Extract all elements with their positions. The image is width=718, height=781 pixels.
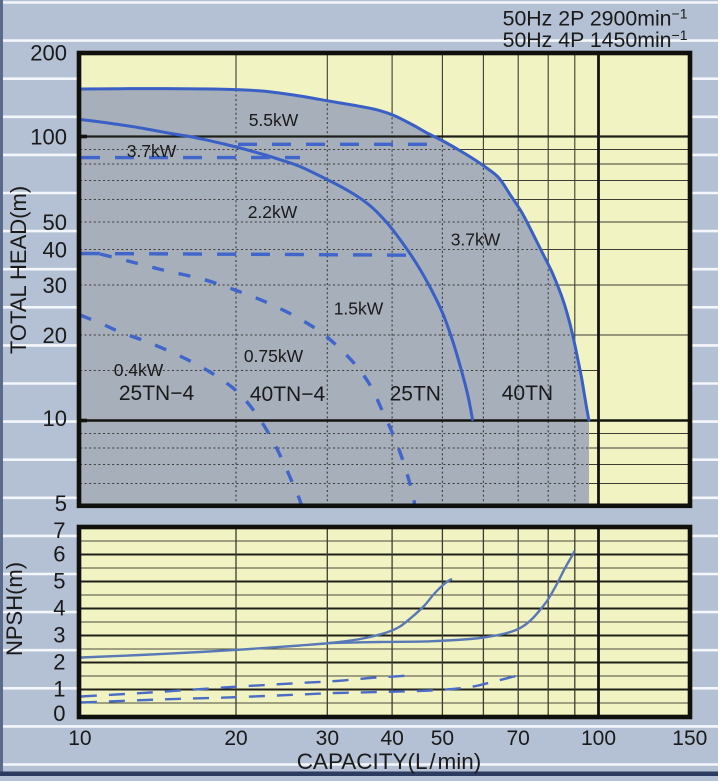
svg-text:40TN: 40TN	[502, 382, 553, 405]
svg-text:50: 50	[43, 210, 67, 235]
svg-text:NPSH(m): NPSH(m)	[2, 562, 27, 656]
svg-text:3.7kW: 3.7kW	[127, 141, 177, 161]
svg-text:2.2kW: 2.2kW	[248, 202, 298, 222]
svg-text:100: 100	[581, 727, 616, 750]
svg-text:0: 0	[53, 701, 65, 726]
svg-text:50Hz 2P 2900min−1: 50Hz 2P 2900min−1	[503, 6, 688, 31]
svg-text:20: 20	[43, 323, 67, 348]
svg-text:4: 4	[53, 596, 65, 621]
svg-text:20: 20	[224, 727, 247, 750]
svg-text:40TN−4: 40TN−4	[250, 383, 326, 406]
svg-text:TOTAL HEAD(m): TOTAL HEAD(m)	[6, 186, 31, 354]
svg-text:5: 5	[55, 491, 67, 516]
svg-text:40: 40	[380, 727, 403, 750]
svg-text:1: 1	[53, 677, 65, 702]
svg-text:200: 200	[30, 41, 67, 66]
svg-text:30: 30	[43, 273, 67, 298]
svg-text:100: 100	[30, 125, 67, 150]
svg-text:0.4kW: 0.4kW	[114, 360, 164, 380]
svg-text:40: 40	[43, 238, 67, 263]
svg-text:30: 30	[316, 727, 339, 750]
svg-text:25TN: 25TN	[390, 383, 441, 406]
svg-text:1.5kW: 1.5kW	[334, 299, 384, 319]
svg-text:3.7kW: 3.7kW	[451, 230, 501, 250]
svg-text:7: 7	[53, 518, 65, 543]
svg-text:10: 10	[43, 406, 67, 431]
svg-text:2: 2	[53, 650, 65, 675]
svg-text:CAPACITY(L / min): CAPACITY(L / min)	[297, 749, 482, 774]
svg-text:50Hz 4P 1450min−1: 50Hz 4P 1450min−1	[503, 27, 688, 52]
svg-text:5.5kW: 5.5kW	[249, 110, 299, 130]
svg-text:3: 3	[53, 623, 65, 648]
svg-text:150: 150	[672, 727, 707, 750]
svg-text:10: 10	[68, 727, 91, 750]
svg-text:0.75kW: 0.75kW	[244, 346, 304, 366]
svg-text:5: 5	[53, 569, 65, 594]
svg-text:70: 70	[506, 727, 529, 750]
svg-text:25TN−4: 25TN−4	[119, 382, 195, 405]
svg-text:6: 6	[53, 542, 65, 567]
svg-text:50: 50	[431, 727, 454, 750]
